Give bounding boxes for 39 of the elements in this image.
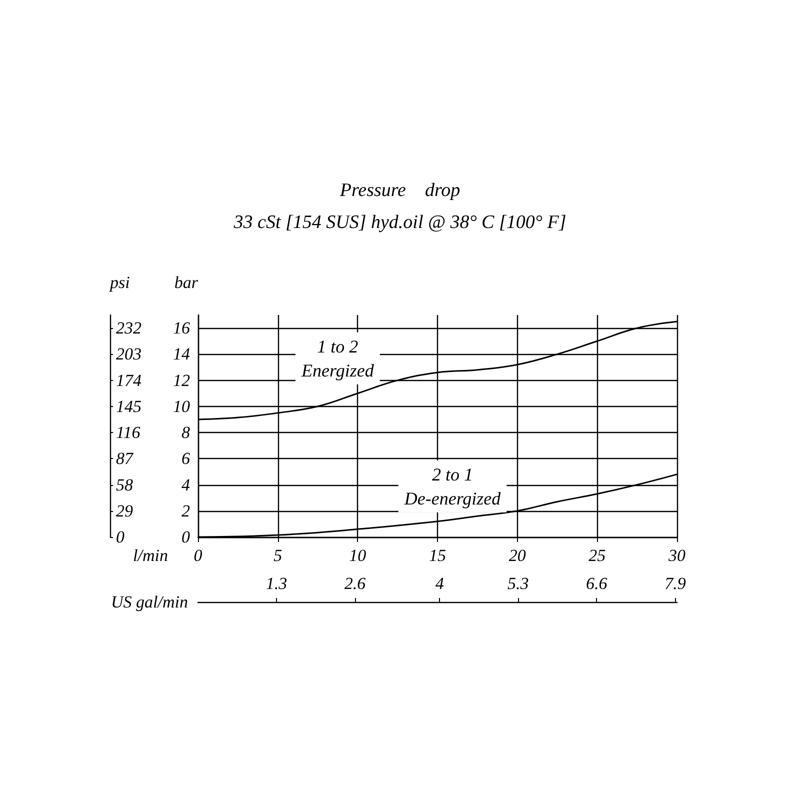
y2-tick-label: 232 — [116, 318, 142, 338]
y-tick-label: 0 — [182, 528, 190, 546]
y-tick-label: 10 — [173, 396, 190, 416]
y-tick-label: 4 — [182, 475, 190, 494]
x-tick-label: 25 — [588, 546, 606, 565]
series-label: 2 to 1 De-energized — [403, 464, 502, 508]
x-tick-label: 5 — [274, 546, 282, 565]
y2-tick-label: 87 — [116, 449, 134, 468]
x-tick-label: 15 — [429, 546, 446, 565]
y2-axis-title: psi — [109, 273, 130, 292]
x2-tick-label: 1.3 — [266, 574, 288, 593]
series-label: 1 to 2 Energized — [300, 336, 375, 380]
y-tick-label: 2 — [182, 501, 190, 520]
chart-subtitle: 33 cSt [154 SUS] hyd.oil @ 38° C [100° F] — [232, 212, 566, 233]
y2-tick-label: 0 — [116, 528, 125, 546]
y-tick-label: 12 — [173, 370, 190, 390]
y-axis-title: bar — [174, 273, 198, 292]
x2-tick-label: 2.6 — [344, 574, 366, 593]
x-tick-label: 0 — [194, 546, 203, 565]
x-tick-label: 30 — [668, 546, 686, 565]
y2-tick-label: 116 — [116, 423, 141, 442]
y2-tick-label: 174 — [116, 370, 142, 390]
x2-tick-label: 5.3 — [508, 574, 529, 593]
y2-tick-label: 145 — [116, 396, 142, 416]
chart-title: Pressure drop — [338, 180, 460, 201]
y-tick-label: 8 — [182, 423, 190, 442]
x2-tick-label: 6.6 — [586, 574, 608, 593]
y-tick-label: 16 — [173, 318, 190, 338]
x2-axis-title: US gal/min — [111, 592, 188, 612]
x-tick-label: 20 — [508, 546, 526, 565]
y2-tick-label: 58 — [116, 475, 134, 494]
y2-tick-label: 29 — [116, 501, 134, 520]
x2-tick-label: 4 — [435, 574, 444, 593]
x-tick-label: 10 — [349, 546, 367, 565]
y-tick-label: 14 — [173, 344, 190, 364]
y2-tick-label: 203 — [116, 344, 142, 364]
y-tick-label: 6 — [182, 449, 190, 468]
x-axis-title: l/min — [133, 546, 168, 565]
x2-tick-label: 7.9 — [664, 574, 686, 593]
